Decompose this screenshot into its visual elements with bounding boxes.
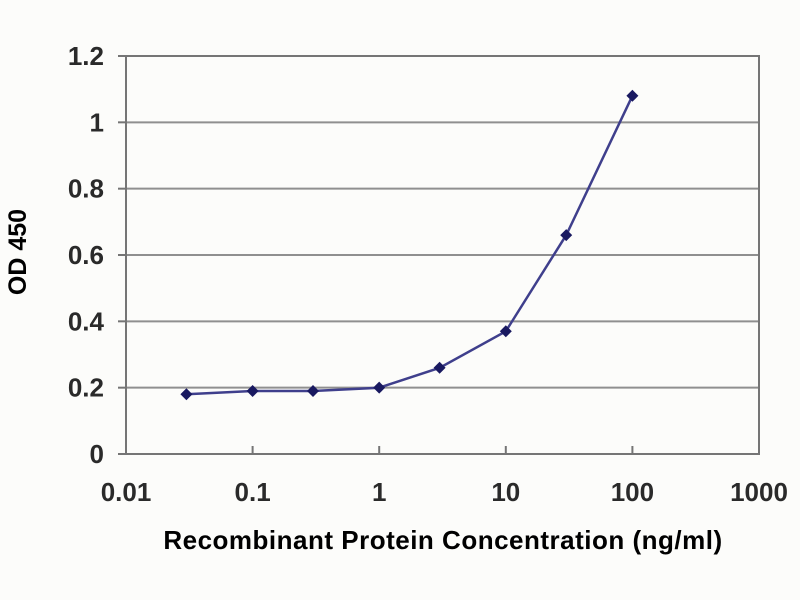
y-tick-label: 1 [90, 107, 104, 137]
data-point-marker [246, 384, 259, 397]
data-point-marker [499, 325, 512, 338]
y-tick-label: 0.4 [68, 306, 105, 336]
x-tick-label: 1000 [730, 477, 788, 507]
x-tick-label: 1 [372, 477, 386, 507]
tick-labels: 0 0.2 0.4 0.6 0.8 1 1.2 0.01 0.1 1 10 100 1000 [68, 41, 788, 507]
y-tick-label: 1.2 [68, 41, 104, 71]
data-point-marker [560, 229, 573, 242]
axis-ticks [118, 55, 760, 455]
gridlines [126, 121, 759, 389]
y-tick-label: 0.2 [68, 373, 104, 403]
data-point-marker [373, 381, 386, 394]
y-tick-label: 0.8 [68, 174, 104, 204]
y-tick-label: 0 [90, 439, 104, 469]
data-point-marker [626, 89, 639, 102]
x-tick-label: 100 [611, 477, 654, 507]
data-point-marker [307, 384, 320, 397]
data-point-marker [180, 388, 193, 401]
y-tick-label: 0.6 [68, 240, 104, 270]
x-axis-title: Recombinant Protein Concentration (ng/ml… [163, 525, 722, 555]
x-tick-label: 0.01 [101, 477, 152, 507]
data-series [180, 89, 639, 401]
series-line [186, 95, 634, 396]
x-tick-label: 10 [491, 477, 520, 507]
data-point-marker [433, 361, 446, 374]
y-axis-title: OD 450 [4, 209, 32, 295]
x-tick-label: 0.1 [235, 477, 271, 507]
